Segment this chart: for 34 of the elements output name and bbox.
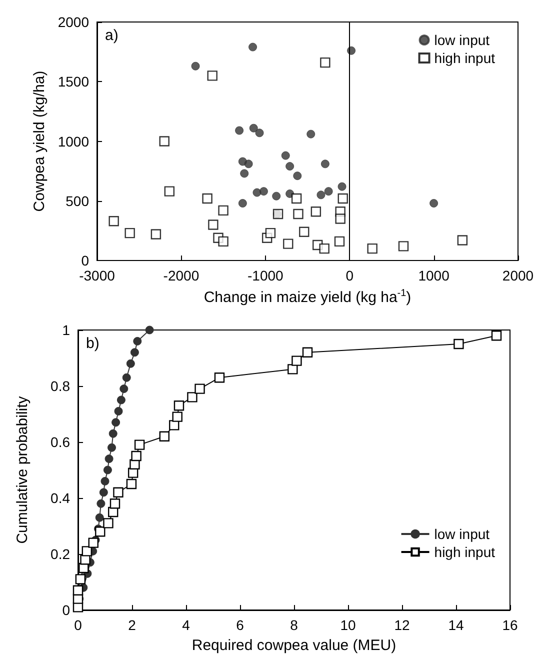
y-tick-label: 0	[62, 602, 70, 618]
y-axis-title: Cumulative probability	[14, 396, 31, 544]
y-tick-label: 0.6	[50, 434, 70, 450]
y-tick-label: 0.4	[50, 490, 70, 506]
annotation: b)	[86, 335, 100, 352]
x-axis-title: Required cowpea value (MEU)	[192, 637, 396, 654]
y-tick-label: 0	[81, 252, 90, 268]
legend-label: low input	[434, 32, 490, 48]
y-tick-label: 2000	[58, 14, 90, 30]
y-tick-label: 0.8	[50, 378, 70, 394]
x-tick-label: -2000	[163, 268, 200, 284]
y-tick-label: 0.2	[50, 546, 70, 562]
x-tick-label: -3000	[79, 268, 116, 284]
annotation: a)	[105, 27, 118, 44]
x-tick-label: 1000	[418, 268, 450, 284]
y-tick-label: 1500	[58, 74, 90, 90]
y-tick-label: 1	[62, 322, 70, 338]
x-tick-label: 8	[290, 617, 298, 633]
x-tick-label: 10	[340, 617, 356, 633]
x-tick-label: 2000	[502, 268, 534, 284]
x-tick-label: 16	[502, 617, 518, 633]
y-axis-title: Cowpea yield (kg/ha)	[30, 70, 48, 212]
x-tick-label: 2	[128, 617, 136, 633]
x-tick-label: -1000	[247, 268, 284, 284]
x-tick-label: 12	[394, 617, 410, 633]
legend-label: high input	[434, 50, 496, 66]
y-tick-label: 500	[66, 192, 90, 209]
x-tick-label: 6	[236, 617, 244, 633]
x-tick-label: 0	[346, 268, 354, 284]
legend-label: low input	[434, 526, 490, 542]
legend-label: high input	[434, 544, 496, 560]
y-tick-label: 1000	[58, 133, 90, 150]
x-tick-label: 4	[182, 617, 190, 633]
x-tick-label: 14	[448, 617, 464, 633]
